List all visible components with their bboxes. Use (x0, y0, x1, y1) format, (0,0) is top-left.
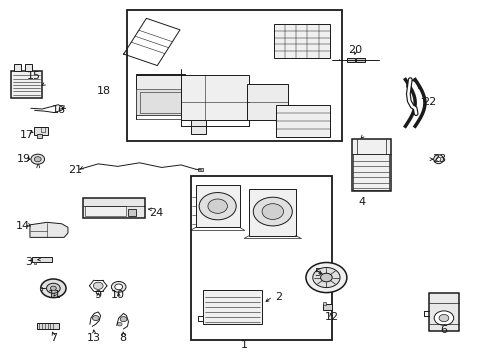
Bar (249, 189, 295, 235)
Text: 4: 4 (357, 197, 365, 207)
Circle shape (120, 317, 127, 321)
Circle shape (253, 197, 292, 226)
Bar (127, 10, 341, 141)
Bar (32, 257, 52, 262)
Bar (190, 176, 331, 339)
Text: 18: 18 (97, 86, 111, 96)
Bar (136, 89, 184, 116)
Bar (37, 323, 59, 329)
Text: 17: 17 (20, 130, 34, 140)
Text: 2: 2 (275, 292, 282, 302)
Polygon shape (30, 222, 68, 237)
Circle shape (262, 204, 283, 220)
Bar (128, 209, 136, 216)
Circle shape (46, 283, 60, 293)
Bar (276, 105, 329, 137)
Text: 15: 15 (27, 71, 41, 81)
Bar (198, 168, 203, 171)
Text: 22: 22 (421, 97, 435, 107)
Bar (246, 84, 288, 120)
Bar (34, 127, 48, 135)
Bar (323, 302, 325, 305)
Text: 11: 11 (48, 290, 62, 300)
Text: 21: 21 (68, 165, 81, 175)
Circle shape (50, 286, 56, 291)
Bar (82, 198, 145, 218)
Bar (203, 290, 261, 324)
Text: 1: 1 (241, 340, 247, 350)
Circle shape (320, 273, 331, 282)
Bar (136, 74, 184, 116)
Bar (355, 58, 365, 62)
Bar (428, 293, 458, 331)
Text: 20: 20 (348, 45, 362, 55)
Bar (195, 185, 239, 227)
Text: 12: 12 (325, 312, 339, 322)
Bar (34, 262, 36, 264)
Circle shape (31, 154, 44, 164)
Circle shape (199, 193, 236, 220)
Bar (273, 24, 329, 58)
Ellipse shape (433, 155, 443, 164)
Circle shape (433, 311, 453, 325)
Text: 16: 16 (52, 105, 66, 115)
Bar (41, 127, 44, 132)
Circle shape (207, 199, 227, 213)
Bar (14, 64, 21, 71)
Text: 8: 8 (119, 333, 126, 343)
Circle shape (117, 322, 122, 326)
Text: 19: 19 (17, 154, 31, 164)
Text: 14: 14 (16, 221, 30, 231)
Bar (25, 64, 32, 71)
Ellipse shape (115, 284, 122, 290)
Bar (351, 139, 390, 191)
Bar (322, 305, 331, 310)
Text: 23: 23 (431, 154, 446, 164)
Bar (181, 75, 249, 120)
Bar (190, 120, 206, 134)
Text: 10: 10 (110, 291, 124, 301)
Circle shape (41, 279, 66, 298)
Circle shape (312, 267, 339, 288)
Text: 13: 13 (87, 333, 101, 343)
Text: 6: 6 (439, 325, 446, 335)
Text: 9: 9 (95, 291, 102, 301)
Bar (11, 71, 41, 98)
Bar (140, 92, 181, 113)
Bar (352, 154, 388, 190)
Ellipse shape (435, 157, 440, 161)
Text: 7: 7 (50, 333, 57, 343)
Bar (346, 58, 354, 62)
Circle shape (438, 315, 448, 321)
Ellipse shape (111, 282, 126, 292)
Text: 3: 3 (25, 257, 32, 267)
Circle shape (305, 262, 346, 293)
Circle shape (34, 157, 41, 162)
Bar (37, 134, 42, 138)
Bar (40, 287, 42, 290)
Circle shape (92, 316, 99, 320)
Bar (84, 206, 126, 216)
Circle shape (93, 282, 103, 289)
Text: 24: 24 (149, 208, 163, 218)
Text: 5: 5 (313, 268, 321, 278)
